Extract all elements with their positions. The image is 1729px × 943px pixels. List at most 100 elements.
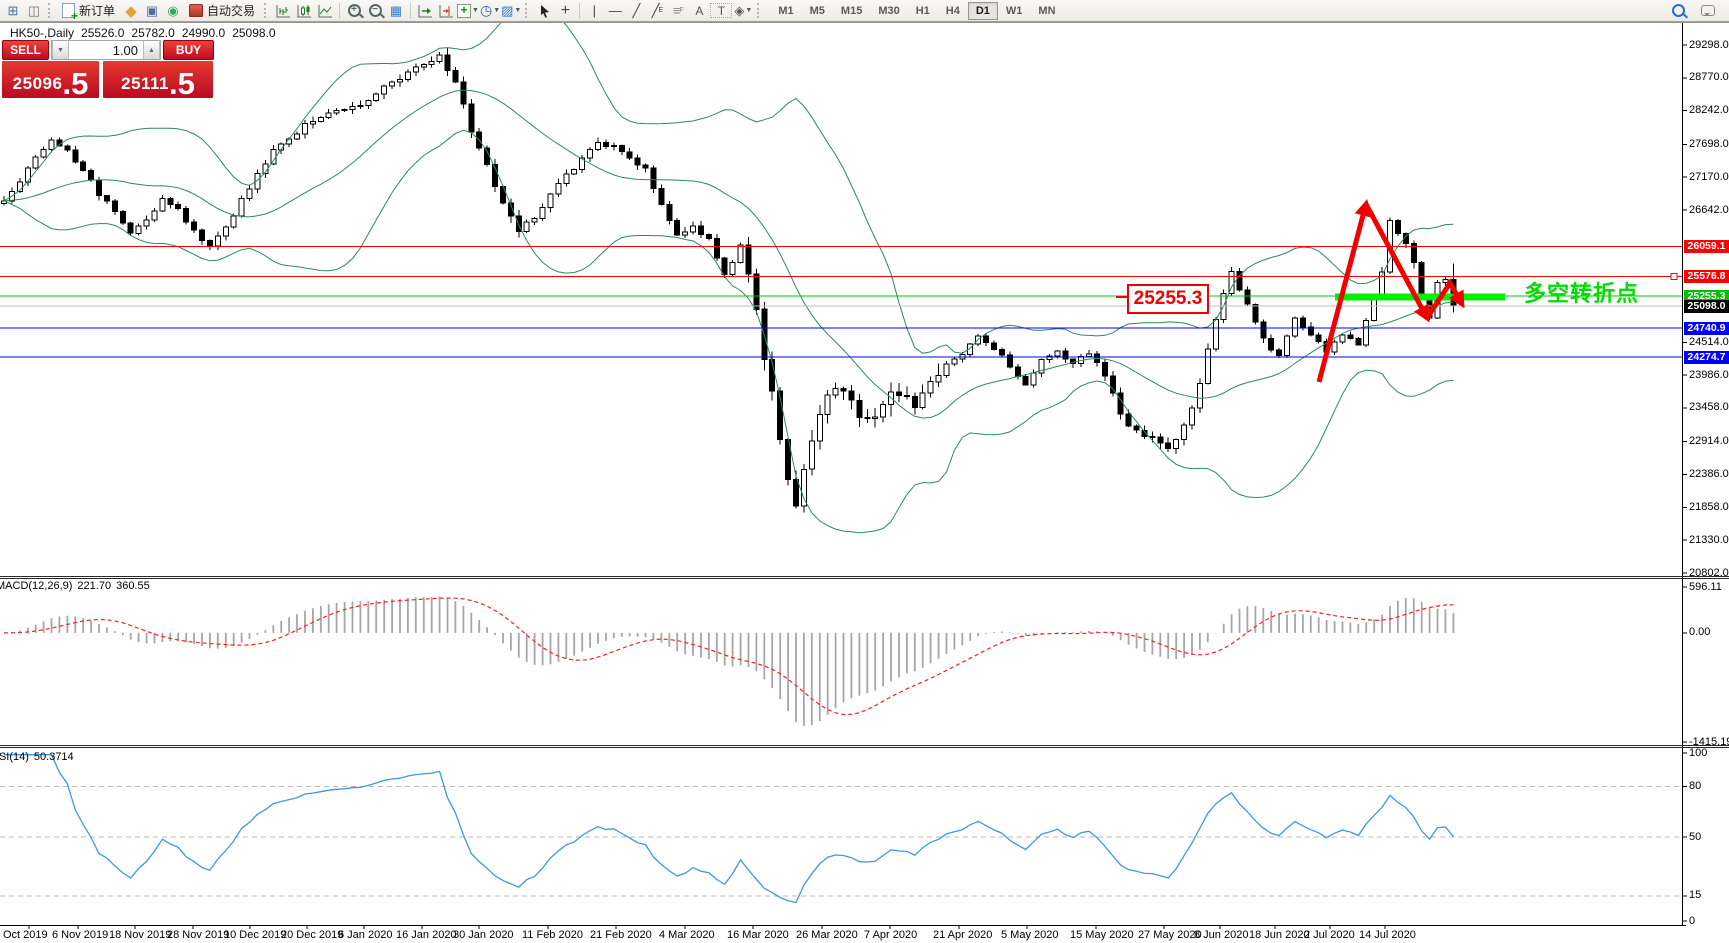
y-axis-tick: 23458.0	[1689, 401, 1729, 414]
zoom-out-icon[interactable]: −	[365, 2, 385, 20]
indicators-dropdown[interactable]: + ▼	[457, 2, 479, 20]
chat-icon[interactable]	[1698, 2, 1718, 20]
autotrading-button[interactable]: 自动交易	[184, 1, 260, 21]
toolbar: ⊞ ◫ 新订单 ◆ ▣ ◉ 自动交易 + − ▦	[0, 0, 1729, 23]
search-icon[interactable]	[1668, 2, 1688, 20]
toolbar-grip[interactable]	[525, 3, 530, 18]
x-axis-date: 2 Jul 2020	[1304, 929, 1355, 941]
trendline-icon[interactable]: ╱	[632, 2, 641, 18]
y-axis-tick: 22914.0	[1689, 435, 1729, 448]
periods-dropdown[interactable]: ◷ ▼	[480, 2, 500, 20]
new-order-button[interactable]: 新订单	[57, 1, 120, 23]
price-line-badge: 24274.7	[1684, 350, 1729, 364]
templates-dropdown[interactable]: ▨ ▼	[501, 2, 521, 20]
zigzag-annotation[interactable]	[1316, 199, 1465, 383]
rsi-value: 50.3714	[33, 751, 74, 763]
y-axis-tick: 20802.0	[1689, 566, 1729, 579]
buy-button[interactable]: BUY	[163, 40, 214, 60]
support-bar-annotation[interactable]	[1335, 293, 1505, 301]
autotrading-icon	[189, 4, 204, 17]
x-axis-date: 15 May 2020	[1070, 929, 1134, 941]
tile-windows-icon[interactable]: ▦	[389, 2, 403, 18]
rsi-axis-tick: 0	[1689, 914, 1696, 927]
new-chart-icon[interactable]: ⊞	[7, 2, 19, 18]
macd-axis-tick: 596.11	[1689, 580, 1722, 593]
bar-chart-icon[interactable]	[273, 2, 293, 20]
cursor-icon[interactable]	[534, 2, 554, 20]
price-callout-connector	[1116, 296, 1127, 298]
candlestick-series	[1, 48, 1457, 513]
timeframe-m1[interactable]: M1	[778, 4, 794, 17]
candlestick-chart-icon[interactable]	[294, 2, 314, 20]
chart-ohlc-title: HK50-,Daily 25526.0 25782.0 24990.0 25098.0	[10, 26, 283, 40]
line-chart-icon[interactable]	[315, 2, 335, 20]
hline-handle[interactable]	[1670, 272, 1678, 280]
mql5-market-icon[interactable]: ◆	[125, 2, 137, 20]
price-line-badge: 25098.0	[1684, 299, 1729, 313]
timeframe-h1[interactable]: H1	[915, 4, 930, 17]
pivot-annotation-text[interactable]: 多空转折点	[1524, 281, 1640, 306]
timeframe-h4[interactable]: H4	[945, 4, 960, 17]
x-axis-date: 21 Apr 2020	[933, 929, 993, 941]
volume-up-button[interactable]: ▲	[143, 41, 160, 59]
new-order-label: 新订单	[79, 4, 116, 18]
x-axis-date: 16 Jan 2020	[396, 929, 457, 941]
zoom-in-icon[interactable]: +	[344, 2, 364, 20]
volume-value[interactable]: 1.00	[112, 43, 138, 58]
text-label-icon[interactable]: T	[710, 3, 733, 18]
price-callout-box[interactable]: 25255.3	[1127, 284, 1209, 314]
price-line-badge: 24740.9	[1684, 321, 1729, 335]
x-axis-date: 18 Nov 2019	[109, 929, 172, 941]
signals-icon[interactable]: ◉	[167, 2, 179, 18]
rsi-axis-tick: 80	[1689, 780, 1702, 793]
timeframe-mn[interactable]: MN	[1038, 4, 1056, 17]
toolbar-grip[interactable]	[757, 3, 762, 18]
x-axis-date: 11 Feb 2020	[522, 929, 583, 941]
y-axis-tick: 28770.0	[1689, 71, 1729, 84]
price-line-badge: 25255.3	[1684, 289, 1729, 303]
clock-icon: ◷	[479, 2, 493, 18]
horizontal-line-icon[interactable]: —	[608, 3, 622, 18]
timeframe-m5[interactable]: M5	[809, 4, 825, 17]
y-axis-tick: 21858.0	[1689, 500, 1729, 513]
chart-shift-icon[interactable]	[436, 2, 456, 20]
y-axis-tick: 26642.0	[1689, 203, 1729, 216]
arrows-dropdown[interactable]: ◈ ▼	[733, 2, 753, 20]
price-line-badge: 25576.8	[1684, 269, 1729, 283]
y-axis-tick: 24514.0	[1689, 335, 1729, 348]
horizontal-price-lines[interactable]	[0, 245, 1682, 358]
sell-price-main: 25096	[12, 74, 63, 93]
buy-price-main: 25111	[121, 74, 170, 93]
x-axis-date: 18 Jun 2020	[1249, 929, 1310, 941]
y-axis-tick: 27170.0	[1689, 170, 1729, 183]
equidistant-channel-icon[interactable]: ╱ E	[651, 2, 664, 18]
timeframe-w1[interactable]: W1	[1005, 4, 1023, 17]
sell-button[interactable]: SELL	[2, 40, 49, 60]
template-icon: ▨	[501, 2, 514, 18]
volume-down-button[interactable]: ▼	[52, 41, 69, 59]
toolbar-grip[interactable]	[48, 3, 53, 18]
y-axis-tick: 22386.0	[1689, 468, 1729, 481]
vertical-line-icon[interactable]: |	[592, 3, 597, 18]
toolbar-grip[interactable]	[264, 3, 269, 18]
text-icon[interactable]: A	[695, 3, 704, 18]
crosshair-icon[interactable]: +	[560, 1, 571, 19]
timeframe-toolbar: M1 M5 M15 M30 H1 H4 D1 W1 MN	[770, 1, 1063, 20]
x-axis-date: 8 Jun 2020	[1194, 929, 1249, 941]
fibonacci-icon[interactable]: ≡ F	[672, 3, 684, 18]
chevron-down-icon: ▼	[745, 7, 753, 14]
panel-borders	[0, 22, 1729, 926]
x-axis-date: 7 Apr 2020	[864, 929, 918, 941]
buy-price[interactable]: 25111.5	[103, 61, 213, 99]
chevron-down-icon: ▼	[472, 7, 479, 14]
virtual-hosting-icon[interactable]: ▣	[145, 2, 159, 18]
profiles-icon[interactable]: ◫	[27, 2, 41, 18]
timeframe-m30[interactable]: M30	[878, 4, 900, 17]
sell-price[interactable]: 25096.5	[2, 61, 99, 99]
auto-scroll-icon[interactable]	[415, 2, 435, 20]
timeframe-d1[interactable]: D1	[967, 1, 998, 20]
low-value: 24990.0	[181, 26, 226, 40]
timeframe-m15[interactable]: M15	[840, 4, 863, 17]
